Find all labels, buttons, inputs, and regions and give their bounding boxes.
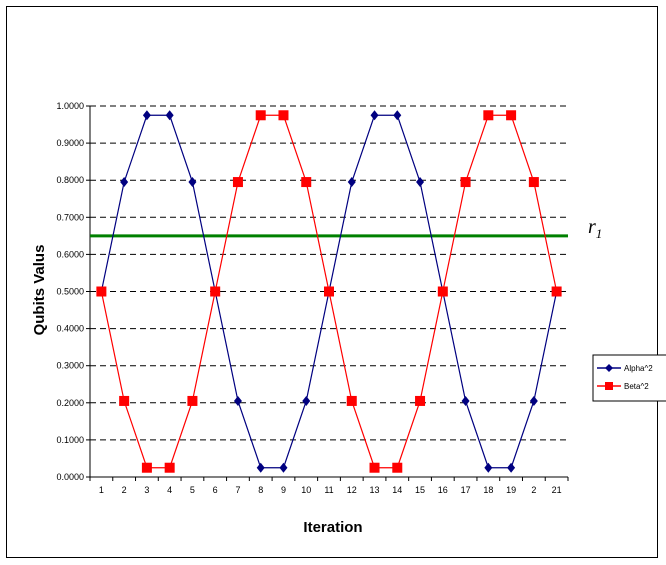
data-point-beta <box>460 177 471 188</box>
data-point-beta <box>506 110 517 121</box>
data-point-beta <box>437 286 448 297</box>
data-point-alpha <box>370 110 379 121</box>
x-tick-label: 18 <box>483 485 493 495</box>
data-point-beta <box>119 395 130 406</box>
y-tick-labels: 0.0000 0.1000 0.2000 0.3000 0.4000 0.5000 0.60… <box>56 101 84 482</box>
y-tick-label: 1.0000 <box>56 101 84 111</box>
legend-box <box>592 354 666 402</box>
data-point-beta <box>210 286 221 297</box>
y-tick-label: 0.2000 <box>56 398 84 408</box>
data-point-beta <box>187 395 198 406</box>
data-point-beta <box>369 462 380 473</box>
x-tick-label: 2 <box>122 485 127 495</box>
x-tick-label: 9 <box>281 485 286 495</box>
reference-line-label-sub: 1 <box>596 226 603 241</box>
reference-line-label-main: r <box>588 216 596 238</box>
axes <box>86 105 569 481</box>
data-point-beta <box>164 462 175 473</box>
data-point-alpha <box>484 462 493 473</box>
x-tick-label: 10 <box>301 485 311 495</box>
x-tick-label: 12 <box>347 485 357 495</box>
data-point-beta <box>346 395 357 406</box>
data-point-alpha <box>120 177 129 188</box>
data-point-alpha <box>461 395 470 406</box>
data-point-beta <box>278 110 289 121</box>
x-tick-label: 17 <box>461 485 471 495</box>
x-tick-label: 21 <box>552 485 562 495</box>
data-point-beta <box>324 286 334 297</box>
data-point-alpha <box>233 395 242 406</box>
x-tick-label: 14 <box>392 485 402 495</box>
data-point-beta <box>232 177 243 188</box>
chart-frame <box>6 6 658 558</box>
y-tick-label: 0.1000 <box>56 435 84 445</box>
x-tick-label: 4 <box>167 485 172 495</box>
data-point-beta <box>528 177 539 188</box>
y-tick-label: 0.3000 <box>56 361 84 371</box>
data-point-beta <box>141 462 152 473</box>
x-tick-label: 19 <box>506 485 516 495</box>
y-tick-label: 0.9000 <box>56 138 84 148</box>
legend-marker-alpha <box>605 364 613 372</box>
y-axis-title: Qubits Valus <box>31 245 48 336</box>
data-point-beta <box>415 395 426 406</box>
y-tick-label: 0.7000 <box>56 212 84 222</box>
data-point-beta <box>301 177 312 188</box>
data-point-alpha <box>416 177 425 188</box>
series-group <box>96 110 562 473</box>
data-point-alpha <box>302 395 311 406</box>
y-tick-label: 0.6000 <box>56 249 84 259</box>
x-tick-label: 6 <box>213 485 218 495</box>
legend-label-beta: Beta^2 <box>624 382 649 391</box>
legend-label-alpha: Alpha^2 <box>624 364 653 373</box>
x-tick-label: 13 <box>370 485 380 495</box>
legend-marker-beta <box>605 382 613 390</box>
legend: Alpha^2 Beta^2 <box>592 354 666 402</box>
data-point-beta <box>255 110 266 121</box>
x-tick-label: 7 <box>235 485 240 495</box>
x-tick-label: 3 <box>144 485 149 495</box>
reference-line-label: r1 <box>588 216 602 241</box>
data-point-beta <box>483 110 494 121</box>
grid-lines <box>90 105 568 441</box>
x-tick-label: 2 <box>531 485 536 495</box>
data-point-alpha <box>256 462 265 473</box>
data-point-beta <box>392 462 403 473</box>
data-point-alpha <box>507 462 516 473</box>
data-point-alpha <box>529 395 538 406</box>
x-tick-label: 5 <box>190 485 195 495</box>
data-point-alpha <box>142 110 151 121</box>
y-tick-label: 0.8000 <box>56 175 84 185</box>
data-point-alpha <box>393 110 402 121</box>
data-point-alpha <box>279 462 288 473</box>
data-point-beta <box>96 286 107 297</box>
x-axis-title: Iteration <box>303 519 362 536</box>
x-tick-label: 16 <box>438 485 448 495</box>
data-point-beta <box>551 286 562 297</box>
x-tick-label: 1 <box>99 485 104 495</box>
x-tick-label: 11 <box>324 485 333 495</box>
x-tick-label: 8 <box>258 485 263 495</box>
x-tick-labels: 1 2 3 4 5 6 7 8 9 10 11 12 13 14 15 16 17 18 19 2 21 <box>99 485 562 495</box>
y-tick-label: 0.0000 <box>56 472 84 482</box>
data-point-alpha <box>347 177 356 188</box>
y-tick-label: 0.5000 <box>56 287 84 297</box>
x-tick-label: 15 <box>415 485 425 495</box>
y-tick-label: 0.4000 <box>56 324 84 334</box>
data-point-alpha <box>165 110 174 121</box>
data-point-alpha <box>188 177 197 188</box>
